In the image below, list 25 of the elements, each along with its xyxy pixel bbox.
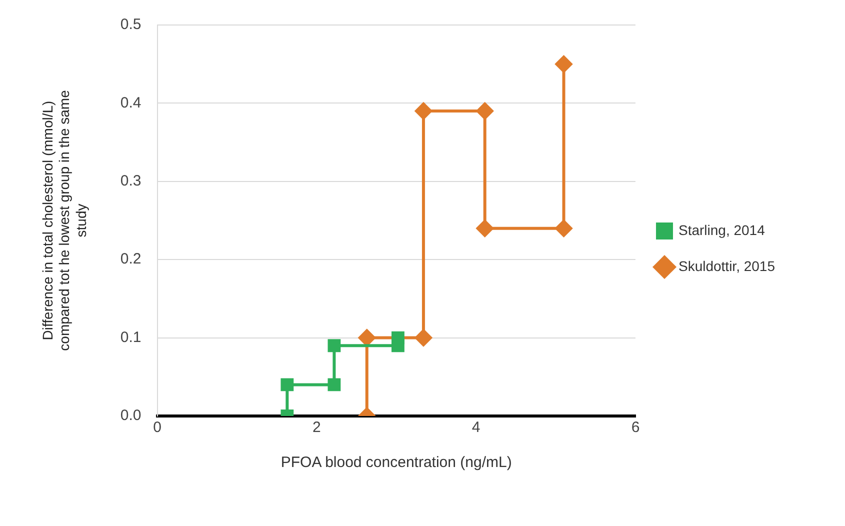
point bbox=[414, 329, 432, 346]
point bbox=[392, 331, 404, 344]
point bbox=[328, 378, 341, 392]
x-tick-label: 0 bbox=[153, 419, 162, 436]
legend-label: Starling, 2014 bbox=[678, 222, 766, 238]
point bbox=[555, 220, 572, 237]
x-tick-label: 2 bbox=[312, 419, 321, 436]
y-tick-label: 0.1 bbox=[120, 328, 142, 346]
y-axis-title: Difference in total cholesterol (mmol/L) compared tot he lowest group in the same study bbox=[39, 90, 89, 351]
point bbox=[328, 339, 341, 352]
x-tick-label: 6 bbox=[631, 419, 640, 436]
point bbox=[555, 56, 572, 73]
y-tick-label: 0.5 bbox=[120, 16, 142, 34]
point bbox=[414, 102, 432, 120]
legend-label: Skuldottir, 2015 bbox=[678, 258, 776, 274]
point bbox=[280, 378, 294, 392]
y-tick-label: 0.0 bbox=[120, 407, 142, 424]
x-axis-title: PFOA blood concentration (ng/mL) bbox=[280, 454, 512, 472]
y-tick-label: 0.2 bbox=[120, 250, 142, 268]
y-tick-label: 0.3 bbox=[120, 172, 142, 190]
y-tick-label: 0.4 bbox=[120, 94, 142, 112]
point bbox=[358, 329, 376, 346]
point bbox=[476, 102, 494, 120]
x-tick-label: 4 bbox=[472, 419, 480, 436]
point bbox=[476, 220, 494, 237]
